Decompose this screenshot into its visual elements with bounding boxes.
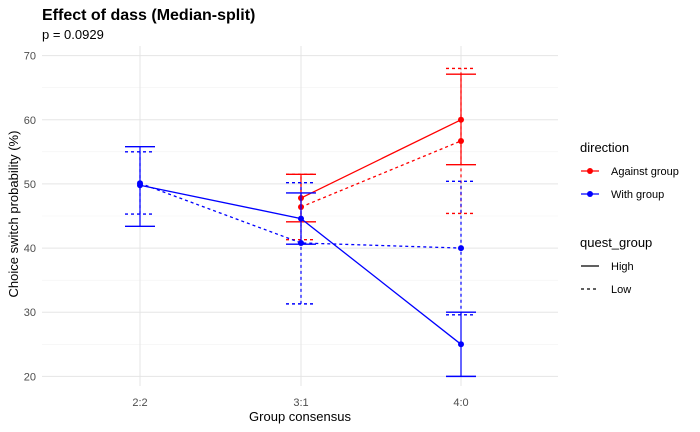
legend-key-point (587, 168, 593, 174)
series-against-group-high (286, 73, 476, 223)
legend-label: Against group (611, 166, 679, 178)
legend-label: Low (611, 284, 631, 296)
series-line (300, 119, 462, 199)
data-point (458, 341, 464, 348)
y-axis-title: Choice switch probability (%) (6, 131, 21, 298)
legend-key-point (587, 191, 593, 197)
data-point (137, 180, 143, 187)
legend-title-direction: direction (580, 140, 629, 155)
series-layer (125, 67, 476, 378)
series-with-group-low (125, 151, 476, 316)
chart-subtitle: p = 0.0929 (42, 27, 104, 42)
y-tick-label: 70 (24, 51, 36, 63)
y-tick-label: 40 (24, 243, 36, 255)
data-point (458, 137, 464, 144)
series-line (300, 140, 462, 208)
legend-item: With group (581, 189, 664, 201)
data-point (298, 239, 304, 246)
x-axis-title: Group consensus (249, 409, 351, 424)
legend-label: High (611, 261, 634, 273)
y-axis-ticks: 20 30 40 50 60 70 (24, 51, 36, 384)
x-tick-label: 3:1 (293, 397, 308, 409)
data-point (458, 116, 464, 123)
x-tick-label: 4:0 (453, 397, 468, 409)
series-against-group-low (286, 67, 476, 241)
legend-item: Low (581, 284, 631, 296)
y-tick-label: 30 (24, 307, 36, 319)
y-tick-label: 50 (24, 179, 36, 191)
chart-title: Effect of dass (Median-split) (42, 7, 255, 24)
legend-item: High (581, 261, 634, 273)
y-tick-label: 60 (24, 115, 36, 127)
legend-item: Against group (581, 166, 679, 178)
x-axis-ticks: 2:2 3:1 4:0 (132, 397, 468, 409)
y-tick-label: 20 (24, 371, 36, 383)
legend-label: With group (611, 189, 664, 201)
series-line (139, 182, 462, 249)
legend-title-quest-group: quest_group (580, 235, 652, 250)
data-point (458, 245, 464, 252)
x-tick-label: 2:2 (132, 397, 147, 409)
legend: direction Against group With group quest_gr… (580, 140, 679, 296)
